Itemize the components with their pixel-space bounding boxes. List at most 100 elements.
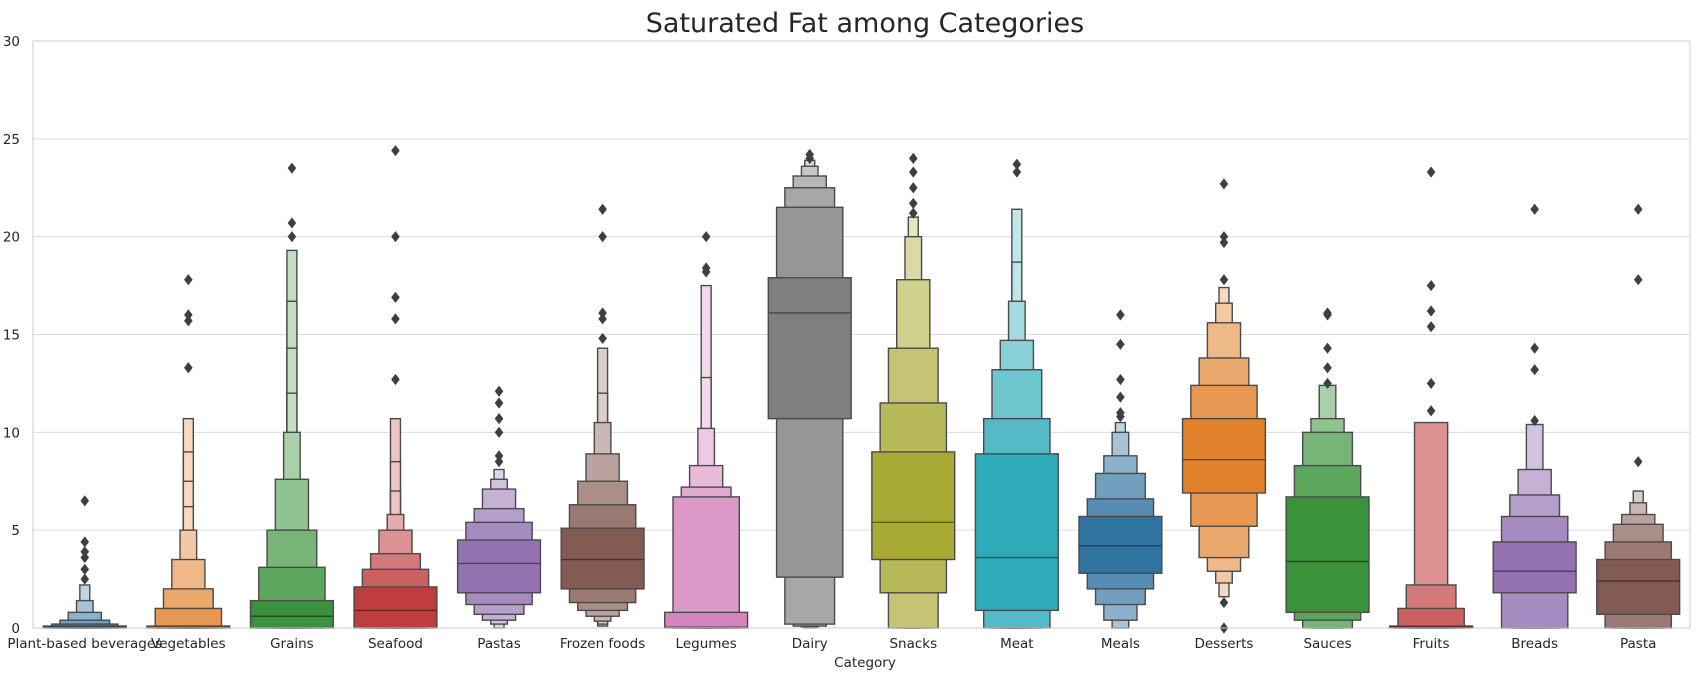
outlier-point [598,307,607,319]
outlier-point [1219,236,1229,249]
y-tick-label: 15 [3,328,20,344]
outlier-point [1633,456,1643,468]
outlier-point [1530,415,1539,427]
y-tick-label: 30 [3,34,20,50]
y-tick-label: 10 [3,425,20,441]
outlier-point [80,546,90,558]
y-tick-label: 0 [11,621,20,637]
outlier-point [1219,596,1229,609]
boxen-box [154,607,223,629]
x-tick-label: Pasta [1620,636,1656,652]
outlier-point [1219,274,1229,286]
outlier-point [494,426,504,438]
x-tick-label: Meals [1101,636,1140,652]
outlier-point [908,197,918,209]
boxen-box [871,451,956,561]
boxen-box [1181,417,1267,494]
outlier-point [80,573,90,585]
category-group [1285,307,1370,629]
x-tick-label: Dairy [792,636,828,652]
outlier-point [1426,279,1436,292]
outlier-point [494,413,504,425]
chart-title: Saturated Fat among Categories [646,8,1084,39]
y-tick-label: 20 [3,230,20,246]
x-tick-label: Pastas [477,636,520,652]
y-tick-label: 25 [3,132,20,148]
x-tick-label: Breads [1511,636,1558,652]
outlier-point [598,313,607,325]
boxen-box [664,611,749,629]
outlier-point [1633,203,1643,215]
category-group [146,274,231,629]
x-tick-label: Sauces [1303,636,1351,652]
boxen-box [1492,541,1577,594]
outlier-point [1012,158,1022,170]
outlier-point [908,166,918,178]
plot-frame [32,40,1691,629]
category-group [353,144,438,629]
x-tick-label: Grains [270,636,314,652]
boxen-box [767,277,852,420]
category-group [42,495,127,629]
outlier-point [184,309,193,321]
outlier-point [184,362,193,374]
outlier-point [1323,342,1332,354]
y-tick-label: 5 [11,523,20,539]
outlier-point [1116,391,1125,403]
outlier-point [80,551,90,564]
outlier-point [1426,305,1436,317]
outlier-point [1426,321,1436,333]
outlier-point [494,397,504,409]
category-group [871,152,956,629]
category-group [249,162,335,629]
outlier-point [287,217,297,229]
outlier-point [1323,309,1332,321]
x-tick-label: Meat [1000,636,1034,652]
x-tick-label: Legumes [676,636,737,652]
outlier-point [1116,373,1125,386]
boxen-box [974,453,1059,612]
outlier-point [1323,362,1332,374]
outlier-point [80,536,90,548]
outlier-point [1116,411,1125,423]
category-group [560,203,645,627]
category-group [1388,166,1474,629]
outlier-point [80,495,90,507]
outlier-point [391,231,400,243]
outlier-point [391,291,400,303]
category-group [974,158,1059,629]
boxen-box [560,527,645,590]
outlier-point [908,207,918,219]
outlier-point [1219,231,1229,243]
outlier-point [598,231,607,243]
x-tick-label: Seafood [368,636,423,652]
outlier-point [1012,166,1022,178]
outlier-point [391,373,400,386]
outlier-point [701,231,711,243]
outlier-point [598,203,607,215]
outlier-point [1116,338,1125,350]
boxen-box [1397,607,1465,629]
category-group [1596,203,1681,629]
boxen-box [1078,515,1163,574]
outlier-point [908,152,918,164]
outlier-point [1426,166,1436,178]
outlier-point [805,152,815,164]
x-tick-label: Frozen foods [560,636,645,652]
outlier-point [1219,178,1229,190]
outlier-point [80,563,90,575]
outlier-point [598,332,607,345]
outlier-point [287,231,297,243]
outlier-point [494,385,504,397]
outlier-point [184,274,193,286]
x-axis-label: Category [834,655,896,671]
boxen-box [1285,496,1370,614]
y-axis-ticks: 0 5 10 15 20 25 30 [3,34,20,637]
outlier-point [391,313,400,325]
outlier-point [1633,274,1643,286]
outlier-point [391,144,400,157]
outlier-point [1530,203,1539,215]
boxen-box [249,599,335,629]
